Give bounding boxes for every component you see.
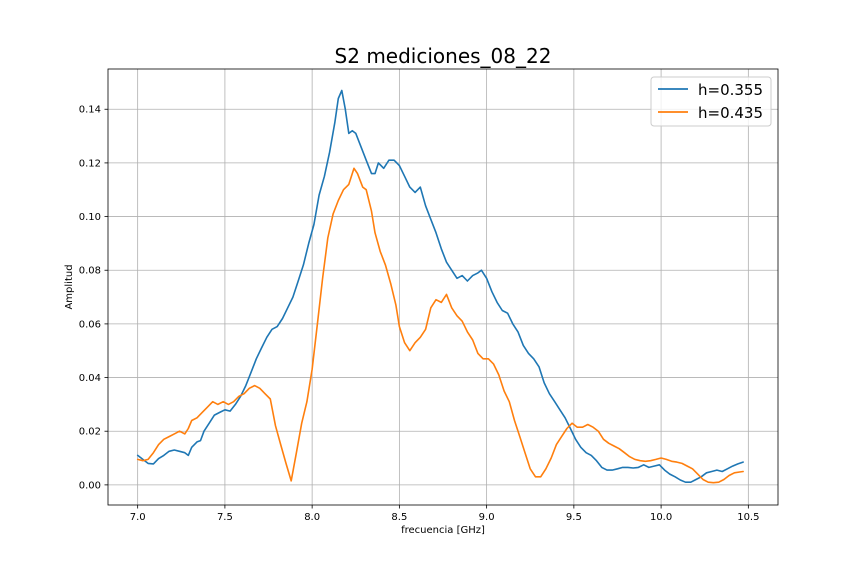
- y-tick-label: 0.06: [79, 319, 101, 330]
- x-axis-label: frecuencia [GHz]: [401, 525, 485, 536]
- ticks: 7.0 7.5 8.0 8.5 9.0 9.5 10.0 10.5 0.00 0.02 0.04 0.…: [79, 105, 760, 523]
- grid: [108, 69, 778, 505]
- x-tick-label: 10.0: [650, 512, 672, 523]
- chart-title: S2 mediciones_08_22: [335, 44, 552, 68]
- x-tick-label: 8.0: [304, 512, 320, 523]
- y-tick-label: 0.10: [79, 212, 101, 223]
- y-tick-label: 0.00: [79, 480, 101, 491]
- axes-frame: [107, 68, 779, 506]
- series-line-h0355: [136, 89, 744, 484]
- y-tick-label: 0.14: [79, 105, 101, 116]
- legend-label-h0355: h=0.355: [698, 81, 763, 99]
- y-tick-label: 0.08: [79, 266, 101, 277]
- x-tick-label: 10.5: [737, 512, 759, 523]
- x-tick-label: 7.5: [217, 512, 233, 523]
- y-tick-label: 0.04: [79, 373, 101, 384]
- x-tick-label: 8.5: [391, 512, 407, 523]
- series-layer: [136, 89, 744, 484]
- y-tick-label: 0.02: [79, 427, 101, 438]
- x-tick-label: 7.0: [130, 512, 146, 523]
- x-tick-label: 9.0: [479, 512, 495, 523]
- y-tick-label: 0.12: [79, 158, 101, 169]
- legend-label-h0435: h=0.435: [698, 104, 763, 122]
- x-tick-label: 9.5: [566, 512, 582, 523]
- y-axis-label: Amplitud: [64, 264, 75, 309]
- series-line-h0435: [136, 167, 744, 484]
- legend: h=0.355 h=0.435: [650, 76, 772, 127]
